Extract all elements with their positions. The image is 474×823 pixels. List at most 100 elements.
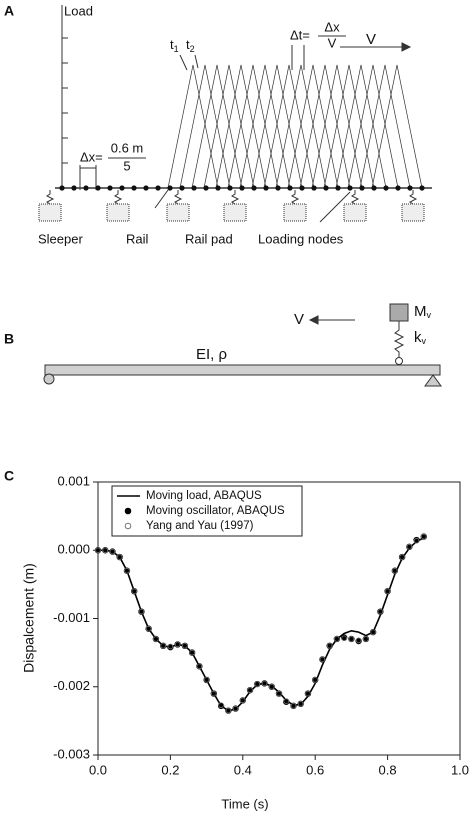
node bbox=[179, 185, 185, 191]
legend-label: Yang and Yau (1997) bbox=[146, 520, 254, 532]
rail-pad bbox=[231, 190, 240, 205]
open-circle bbox=[160, 642, 166, 649]
x-tick-label: 0.6 bbox=[306, 762, 324, 777]
mass-sub: v bbox=[427, 310, 432, 320]
dt-label: Δt= bbox=[290, 27, 310, 42]
open-circle bbox=[182, 642, 188, 649]
load-pulse bbox=[203, 64, 255, 189]
sleeper bbox=[38, 203, 62, 222]
load-pulse bbox=[311, 64, 363, 189]
panel-a bbox=[38, 5, 432, 223]
sleeper bbox=[106, 203, 130, 222]
open-circle bbox=[392, 567, 398, 574]
x-tick-label: 0.4 bbox=[234, 762, 252, 777]
node bbox=[215, 185, 221, 191]
open-circle bbox=[225, 707, 232, 714]
dt-denominator: V bbox=[328, 35, 337, 50]
speed-label: V bbox=[294, 311, 304, 328]
open-circle bbox=[305, 690, 311, 697]
node bbox=[299, 185, 305, 191]
rail-pad bbox=[351, 190, 360, 205]
open-circle bbox=[218, 702, 224, 708]
open-circle bbox=[145, 625, 152, 632]
open-circle bbox=[334, 636, 340, 642]
legend-label: Moving oscillator, ABAQUS bbox=[146, 505, 285, 517]
open-circle bbox=[124, 567, 130, 574]
node bbox=[95, 185, 101, 191]
sleeper bbox=[343, 203, 367, 222]
contact bbox=[395, 357, 403, 365]
load-pulse bbox=[371, 64, 423, 189]
open-circle bbox=[174, 641, 181, 648]
open-circle bbox=[326, 642, 333, 649]
node bbox=[119, 185, 125, 191]
open-circle bbox=[138, 608, 145, 615]
pointer bbox=[194, 54, 199, 69]
open-circle bbox=[370, 629, 376, 635]
y-tick-label: 0.000 bbox=[57, 542, 90, 557]
arrow-head bbox=[401, 42, 412, 52]
node bbox=[371, 185, 377, 191]
open-circle bbox=[420, 533, 427, 540]
sleeper bbox=[283, 203, 307, 222]
pointer bbox=[319, 191, 351, 223]
open-circle bbox=[102, 547, 109, 554]
load-pulse bbox=[239, 64, 291, 189]
node bbox=[419, 185, 425, 191]
rail-pad bbox=[409, 190, 418, 205]
open-circle bbox=[95, 547, 101, 554]
spring-sub: v bbox=[422, 336, 427, 346]
x-tick-label: 0.8 bbox=[379, 762, 397, 777]
dt-numerator: Δx bbox=[324, 19, 340, 34]
node bbox=[203, 185, 209, 191]
y-axis-label: Dispalcement (m) bbox=[21, 563, 37, 673]
rail-pad bbox=[174, 190, 183, 205]
node bbox=[167, 185, 173, 191]
sleeper bbox=[166, 203, 190, 222]
open-circle bbox=[131, 588, 138, 594]
t2-label: t2 bbox=[186, 37, 195, 54]
dx-label: Δx= bbox=[80, 149, 103, 164]
sleeper bbox=[223, 203, 247, 222]
open-circle bbox=[399, 554, 405, 560]
node bbox=[335, 185, 341, 191]
node bbox=[407, 185, 413, 191]
y-tick-label: -0.002 bbox=[53, 678, 90, 693]
panel-letter: C bbox=[4, 468, 14, 484]
open-circle bbox=[247, 687, 253, 693]
open-circle bbox=[240, 697, 246, 704]
open-circle bbox=[109, 548, 116, 555]
open-circle bbox=[167, 643, 174, 650]
node bbox=[191, 185, 197, 191]
node bbox=[143, 185, 149, 191]
rail-label: Rail bbox=[126, 231, 149, 246]
node bbox=[71, 185, 77, 191]
open-circle bbox=[283, 698, 290, 704]
rail-pad bbox=[291, 190, 300, 205]
open-circle bbox=[384, 588, 391, 594]
node bbox=[227, 185, 233, 191]
series-line bbox=[98, 537, 425, 712]
load-pulse bbox=[335, 64, 387, 189]
load-pulse bbox=[227, 64, 279, 189]
open-circle bbox=[211, 690, 217, 697]
load-pulse bbox=[287, 64, 339, 189]
node bbox=[107, 185, 113, 191]
mass: M bbox=[414, 303, 427, 320]
t2: t bbox=[186, 37, 190, 52]
open-circle bbox=[276, 690, 282, 697]
open-circle bbox=[297, 701, 304, 707]
open-circle bbox=[363, 636, 369, 642]
spring bbox=[393, 321, 405, 358]
x-axis-label: Time (s) bbox=[221, 796, 268, 811]
x-tick-label: 1.0 bbox=[451, 762, 469, 777]
t2-sub: 2 bbox=[190, 44, 195, 54]
arrow-head bbox=[308, 315, 319, 325]
sleeper bbox=[401, 203, 425, 222]
open-circle bbox=[189, 649, 195, 656]
beam bbox=[44, 364, 441, 376]
load-pulse bbox=[167, 64, 219, 189]
open-circle bbox=[232, 705, 239, 712]
rail-pad-label: Rail pad bbox=[185, 231, 233, 246]
